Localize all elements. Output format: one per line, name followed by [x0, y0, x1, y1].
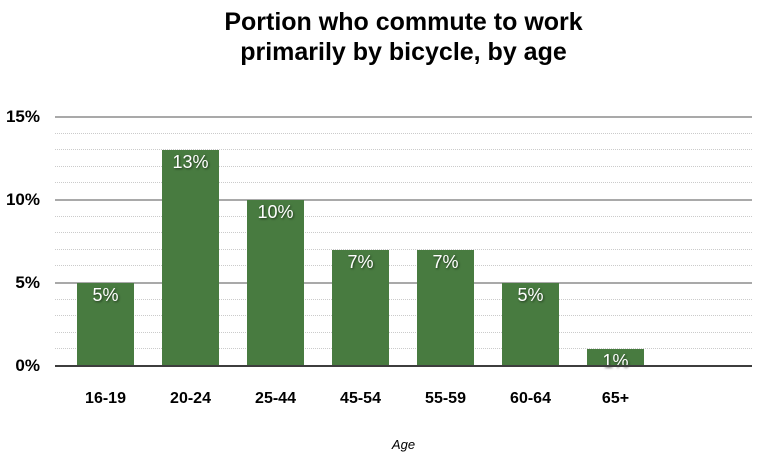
chart-title-line-1: Portion who commute to work [224, 8, 583, 36]
x-tick-label: 16-19 [85, 390, 126, 407]
bar-value-label: 7% [347, 252, 374, 272]
minor-gridline [55, 265, 752, 267]
minor-gridline [55, 215, 752, 217]
x-tick-label: 25-44 [255, 390, 296, 407]
x-tick-label: 65+ [601, 390, 630, 407]
x-tick-label: 20-24 [170, 390, 211, 407]
bar-16-19: 5% [77, 283, 134, 366]
minor-gridline [55, 232, 752, 234]
minor-gridline [55, 315, 752, 317]
minor-gridline [55, 298, 752, 300]
bar-45-54: 7% [332, 250, 389, 366]
x-axis-title: Age [391, 437, 416, 452]
bar-25-44: 10% [247, 200, 304, 366]
major-gridline [55, 116, 752, 118]
minor-gridline [55, 348, 752, 350]
x-axis-line [55, 365, 752, 367]
minor-gridline [55, 248, 752, 250]
x-tick-label: 45-54 [340, 390, 381, 407]
bar-value-label: 7% [432, 252, 459, 272]
y-tick-label: 0% [15, 356, 40, 375]
bar-value-label: 10% [257, 202, 294, 222]
bar-20-24: 13% [162, 150, 219, 366]
x-tick-label: 60-64 [510, 390, 551, 407]
bar-value-label: 1% [602, 351, 629, 371]
y-axis-ticks: 0% 5% 10% 15% [0, 107, 47, 375]
x-axis-labels: 16-19 20-24 25-44 45-54 55-59 60-64 65+ [55, 390, 752, 412]
minor-gridline [55, 182, 752, 184]
y-tick-label: 5% [15, 273, 40, 292]
minor-gridline [55, 132, 752, 134]
bar-55-59: 7% [417, 250, 474, 366]
major-gridline [55, 282, 752, 285]
bar-value-label: 13% [172, 152, 209, 172]
bar-65+: 1% [587, 349, 644, 371]
bar-60-64: 5% [502, 283, 559, 366]
y-tick-label: 15% [5, 107, 40, 126]
minor-gridline [55, 331, 752, 333]
y-tick-label: 10% [5, 190, 40, 209]
plot-area: 5% 13% 10% 7% 7% 5% 1% [55, 116, 752, 371]
minor-gridline [55, 165, 752, 167]
major-gridline [55, 199, 752, 202]
x-tick-label: 55-59 [425, 390, 466, 407]
bar-value-label: 5% [517, 285, 544, 305]
chart-title: Portion who commute to work primarily by… [55, 7, 752, 67]
bar-value-label: 5% [92, 285, 119, 305]
chart-title-line-2: primarily by bicycle, by age [240, 38, 567, 66]
minor-gridline [55, 149, 752, 151]
